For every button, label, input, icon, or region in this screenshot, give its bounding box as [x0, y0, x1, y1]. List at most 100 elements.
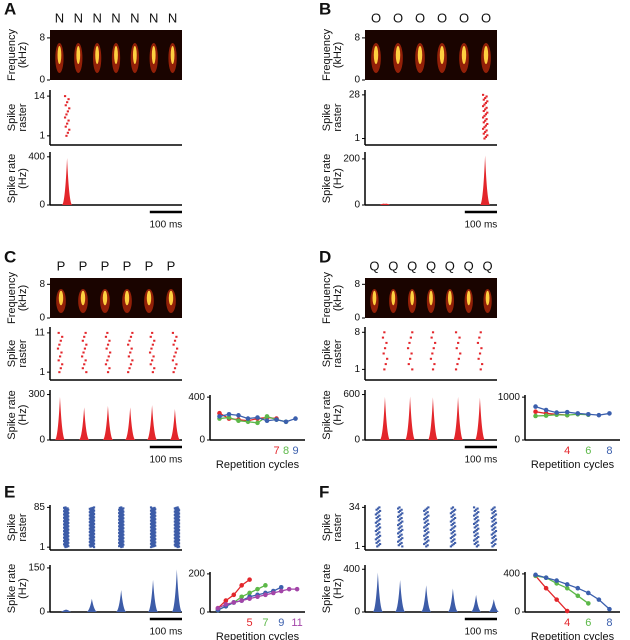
spike: [451, 535, 454, 538]
spike: [91, 526, 94, 529]
spike: [120, 527, 124, 530]
spike: [62, 536, 66, 539]
spike: [494, 521, 498, 524]
data-point: [226, 415, 232, 420]
spike: [92, 511, 95, 514]
spike: [62, 540, 66, 542]
spike: [64, 125, 67, 128]
spike: [177, 507, 180, 510]
rate-peak: [54, 396, 65, 440]
y-axis-label: Spike rate: [6, 390, 18, 440]
data-point: [239, 598, 244, 603]
spike: [397, 535, 400, 538]
spike: [150, 514, 153, 517]
spike: [374, 513, 377, 516]
spike: [154, 511, 157, 514]
spike: [401, 545, 404, 548]
spike: [423, 526, 426, 529]
data-point: [293, 416, 298, 421]
rate-peak: [169, 408, 180, 440]
spike: [106, 359, 109, 362]
spike: [119, 514, 122, 517]
spike: [153, 540, 156, 542]
spike: [173, 517, 176, 520]
spike: [66, 533, 69, 536]
rate-peak: [79, 407, 90, 440]
spike: [119, 544, 122, 547]
spike: [423, 543, 426, 546]
rate-peak: [474, 397, 485, 440]
legend-label: 8: [606, 617, 612, 629]
spike: [92, 534, 95, 537]
rate-peak: [379, 396, 390, 440]
spike: [64, 506, 67, 509]
spike: [153, 339, 156, 342]
spike: [479, 368, 482, 371]
spike: [65, 517, 68, 520]
spike: [176, 509, 179, 512]
y-axis-label: (kHz): [332, 42, 344, 68]
spike: [106, 371, 110, 374]
scale-bar-label: 100 ms: [465, 220, 498, 231]
spike: [398, 522, 401, 525]
spike: [492, 535, 495, 538]
spectrogram: [365, 30, 497, 80]
spike: [474, 521, 477, 524]
spike: [401, 528, 404, 531]
spike: [175, 528, 179, 531]
spike: [431, 331, 435, 334]
spike: [153, 513, 156, 516]
spike: [90, 537, 93, 540]
y-axis-label: (Hz): [332, 168, 344, 189]
spike: [83, 363, 86, 366]
spike: [482, 121, 485, 124]
spike: [401, 520, 404, 523]
spike: [451, 519, 454, 522]
spike: [120, 546, 123, 549]
spike-burst: [406, 331, 414, 371]
spike: [58, 355, 62, 358]
spike: [81, 367, 84, 370]
rate-peak: [125, 407, 136, 440]
spike: [177, 535, 181, 538]
syllable-energy: [76, 46, 81, 64]
spike: [175, 335, 178, 338]
spike: [121, 542, 124, 545]
data-point: [543, 407, 549, 413]
spike: [376, 537, 379, 540]
series-line: [535, 413, 589, 417]
spike: [118, 520, 121, 523]
spike: [174, 351, 177, 354]
spike: [450, 507, 453, 510]
data-point: [607, 606, 612, 612]
data-point: [533, 409, 538, 415]
spike: [397, 544, 400, 547]
spike: [67, 522, 70, 524]
y-axis-label: (kHz): [17, 42, 29, 68]
data-point: [217, 414, 222, 419]
scale-bar-label: 100 ms: [150, 220, 183, 231]
spike: [152, 543, 155, 546]
spike: [90, 530, 93, 533]
spike: [450, 515, 453, 518]
y-tick-label: 300: [28, 389, 45, 400]
y-tick-label: 400: [28, 151, 45, 162]
spike: [494, 543, 497, 546]
spike: [491, 520, 494, 523]
spike: [377, 511, 380, 514]
spike: [425, 528, 428, 531]
spike: [175, 518, 179, 521]
spike: [476, 341, 480, 344]
data-point: [264, 414, 270, 419]
spike: [63, 528, 66, 531]
spike: [177, 525, 181, 528]
spike: [131, 331, 134, 334]
spike: [120, 539, 123, 542]
data-point: [226, 411, 232, 417]
spike: [90, 538, 94, 541]
spike: [151, 525, 154, 528]
spike: [90, 527, 93, 530]
syllable-label: P: [57, 258, 66, 273]
spike: [119, 508, 122, 511]
spike: [64, 526, 67, 529]
